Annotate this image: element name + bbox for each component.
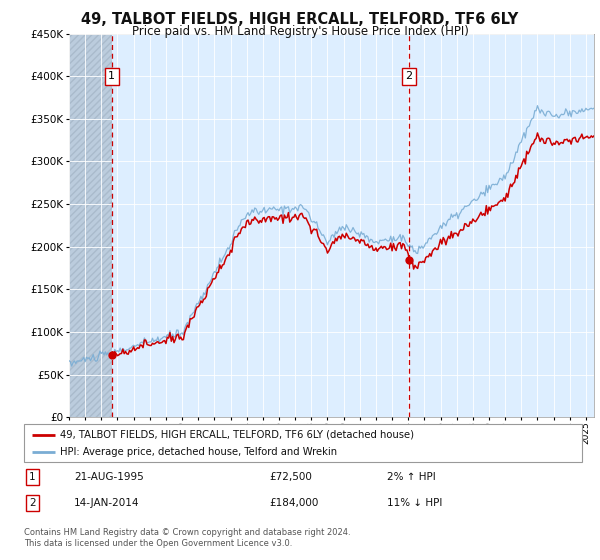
Text: 1: 1 bbox=[108, 71, 115, 81]
Text: HPI: Average price, detached house, Telford and Wrekin: HPI: Average price, detached house, Telf… bbox=[60, 447, 337, 458]
FancyBboxPatch shape bbox=[24, 424, 582, 462]
Text: Price paid vs. HM Land Registry's House Price Index (HPI): Price paid vs. HM Land Registry's House … bbox=[131, 25, 469, 38]
Text: 2: 2 bbox=[29, 498, 35, 508]
Text: This data is licensed under the Open Government Licence v3.0.: This data is licensed under the Open Gov… bbox=[24, 539, 292, 548]
Text: 21-AUG-1995: 21-AUG-1995 bbox=[74, 472, 144, 482]
Text: 2: 2 bbox=[405, 71, 412, 81]
Text: 2% ↑ HPI: 2% ↑ HPI bbox=[387, 472, 436, 482]
Text: 11% ↓ HPI: 11% ↓ HPI bbox=[387, 498, 442, 508]
Text: £72,500: £72,500 bbox=[269, 472, 313, 482]
Text: 1: 1 bbox=[29, 472, 35, 482]
Text: 14-JAN-2014: 14-JAN-2014 bbox=[74, 498, 140, 508]
Bar bbox=[69, 34, 112, 417]
Text: Contains HM Land Registry data © Crown copyright and database right 2024.: Contains HM Land Registry data © Crown c… bbox=[24, 528, 350, 536]
Text: £184,000: £184,000 bbox=[269, 498, 319, 508]
Text: 49, TALBOT FIELDS, HIGH ERCALL, TELFORD, TF6 6LY (detached house): 49, TALBOT FIELDS, HIGH ERCALL, TELFORD,… bbox=[60, 430, 414, 440]
Text: 49, TALBOT FIELDS, HIGH ERCALL, TELFORD, TF6 6LY: 49, TALBOT FIELDS, HIGH ERCALL, TELFORD,… bbox=[82, 12, 518, 27]
